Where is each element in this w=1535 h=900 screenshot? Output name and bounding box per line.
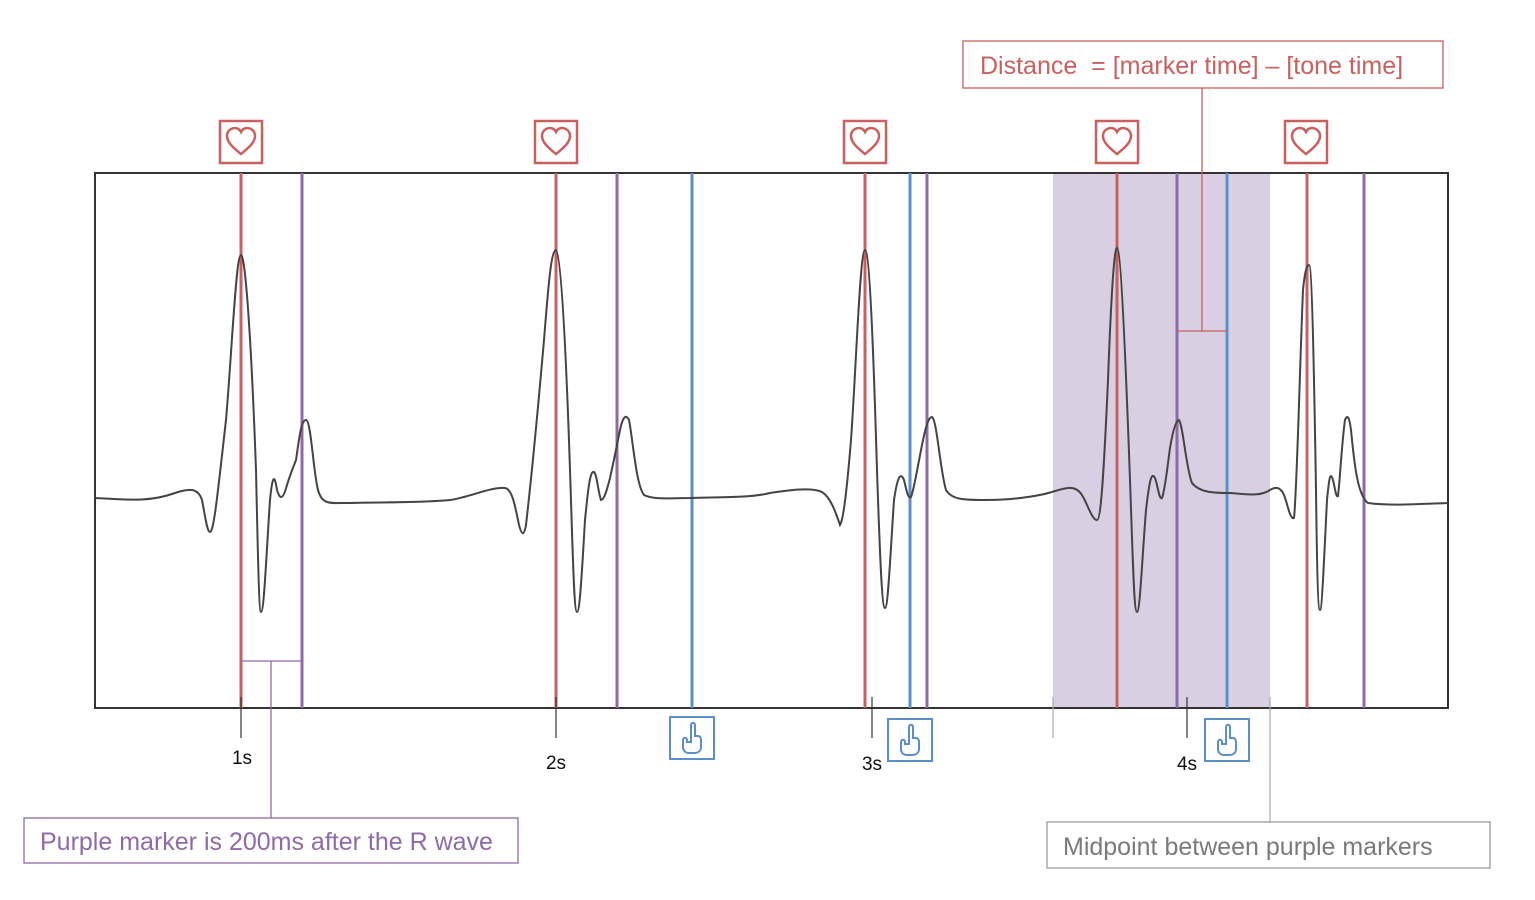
time-label-1s: 1s [232,748,252,769]
time-label-3s: 3s [862,754,882,775]
pointing-hand-icon [669,716,715,760]
ecg-trace [94,246,1449,614]
distance-annotation: Distance = [marker time] – [tone time] [962,40,1444,89]
highlight-band [1053,173,1270,708]
heart-icon [1094,119,1140,165]
heart-icon [533,119,579,165]
purple-marker-annotation-text: Purple marker is 200ms after the R wave [40,828,493,856]
midpoint-annotation: Midpoint between purple markers [1046,821,1491,869]
r-wave-markers [239,173,1309,708]
purple-marker-annotation: Purple marker is 200ms after the R wave [23,817,519,864]
tone-markers [690,173,1229,708]
pointing-hand-icon [887,718,933,762]
time-label-4s: 4s [1177,754,1197,775]
midpoint-annotation-text: Midpoint between purple markers [1063,833,1433,861]
delay-bracket [241,660,302,818]
midpoint-ticks [1052,697,1271,822]
pointing-hand-icon [1204,718,1250,762]
time-axis [240,697,1188,738]
heart-icon [218,119,264,165]
heart-icon [1283,119,1329,165]
distance-bracket [1177,88,1227,332]
heart-icon [842,119,888,165]
plot-frame [94,172,1449,709]
heart-icons [218,119,1329,165]
response-icons [669,716,1250,762]
time-label-2s: 2s [546,753,566,774]
distance-annotation-text: Distance = [marker time] – [tone time] [980,52,1403,80]
